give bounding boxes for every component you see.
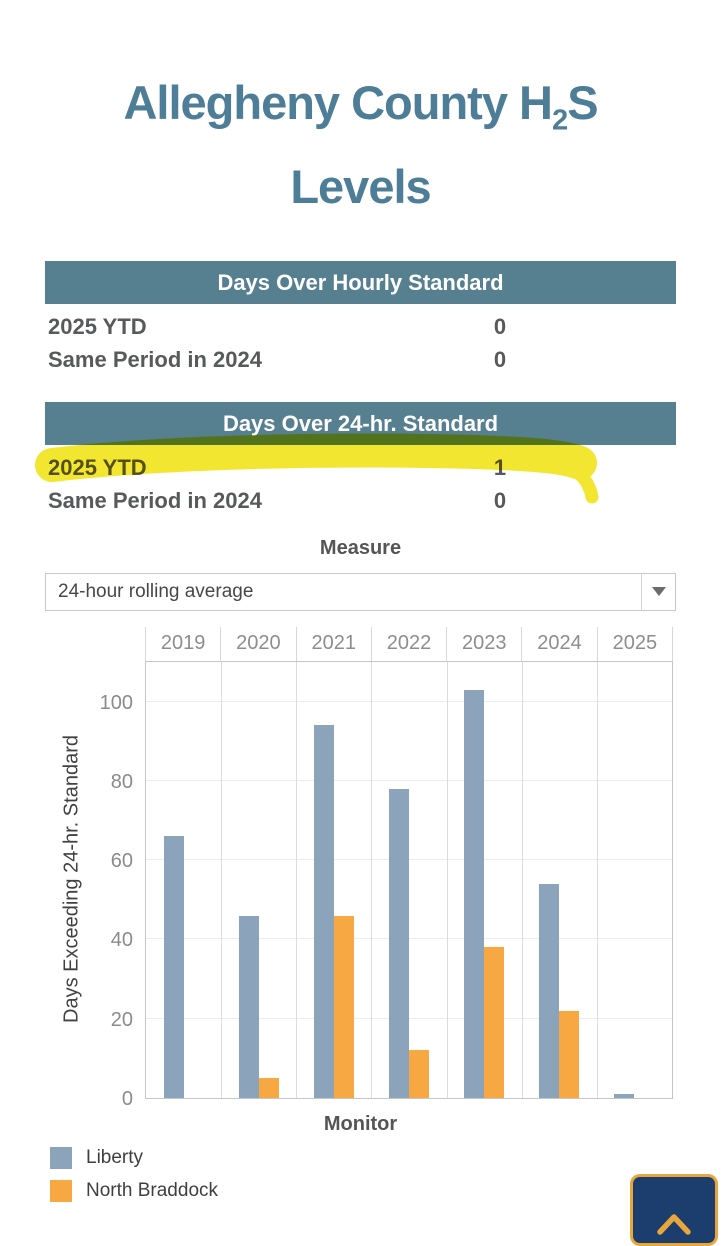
table-row-same-period-2024: Same Period in 2024 0: [45, 344, 676, 377]
legend-swatch: [50, 1146, 72, 1169]
plot-area: [145, 660, 673, 1099]
year-label-2021: 2021: [295, 626, 371, 661]
bar-liberty-2025[interactable]: [614, 1094, 635, 1098]
gridline-100: [146, 700, 672, 702]
bar-liberty-2020[interactable]: [238, 915, 259, 1098]
subscript-2: 2: [551, 104, 568, 137]
y-tick-80: 80: [110, 770, 133, 793]
row-value: 0: [493, 314, 507, 340]
measure-dropdown-value: 24-hour rolling average: [58, 580, 254, 602]
gridline-20: [146, 1017, 672, 1019]
y-tick-60: 60: [110, 850, 133, 873]
measure-dropdown[interactable]: 24-hour rolling average: [45, 572, 676, 611]
table-row-same-period-2024: Same Period in 2024 0: [45, 485, 676, 518]
page-title: Allegheny County H2S Levels: [123, 76, 598, 214]
table-row-2025-ytd: 2025 YTD 1: [45, 452, 676, 485]
row-label: 2025 YTD: [48, 455, 147, 481]
x-axis-year-header: 2019 2020 2021 2022 2023 2024 2025: [145, 626, 673, 661]
chart-legend: Liberty North Braddock: [50, 1146, 721, 1202]
legend-swatch: [50, 1179, 72, 1202]
row-label: Same Period in 2024: [48, 488, 262, 514]
gridline-80: [146, 779, 672, 781]
table-header-hourly: Days Over Hourly Standard: [45, 260, 676, 304]
bar-liberty-2019[interactable]: [163, 836, 184, 1098]
row-value: 0: [493, 347, 507, 373]
row-label: 2025 YTD: [48, 314, 147, 340]
row-label: Same Period in 2024: [48, 347, 262, 373]
bar-north-braddock-2024[interactable]: [559, 1010, 580, 1098]
year-label-2024: 2024: [521, 626, 596, 661]
bar-north-braddock-2021[interactable]: [333, 915, 354, 1098]
y-axis-ticks: 0 20 40 60 80 100: [0, 661, 133, 1110]
bar-liberty-2021[interactable]: [313, 725, 334, 1098]
x-axis-title: Monitor: [323, 1112, 398, 1135]
row-value: 0: [493, 488, 507, 514]
row-value: 1: [493, 455, 507, 481]
legend-label: Liberty: [86, 1146, 144, 1168]
table-header-24hr: Days Over 24-hr. Standard: [45, 401, 676, 445]
bar-liberty-2023[interactable]: [464, 689, 485, 1098]
column-separator: [596, 661, 598, 1098]
bar-liberty-2024[interactable]: [539, 883, 560, 1098]
bar-liberty-2022[interactable]: [389, 788, 409, 1098]
chevron-down-icon: [651, 587, 666, 597]
y-tick-20: 20: [110, 1008, 133, 1031]
legend-label: North Braddock: [86, 1179, 219, 1201]
table-days-over-24hr-standard: Days Over 24-hr. Standard 2025 YTD 1 Sam…: [35, 401, 676, 523]
scroll-to-top-button[interactable]: [630, 1174, 718, 1246]
year-label-2025: 2025: [596, 626, 672, 661]
table-days-over-hourly-standard: Days Over Hourly Standard 2025 YTD 0 Sam…: [45, 260, 676, 382]
bar-chart: Days Exceeding 24-hr. Standard 2019 2020 2…: [0, 626, 721, 1110]
legend-item-liberty[interactable]: Liberty: [50, 1146, 721, 1169]
column-separator: [221, 661, 223, 1098]
bar-north-braddock-2022[interactable]: [409, 1050, 429, 1098]
gridline-40: [146, 938, 672, 940]
y-tick-0: 0: [121, 1087, 133, 1110]
chevron-up-icon: [657, 1214, 691, 1236]
dropdown-arrow-button[interactable]: [641, 573, 675, 610]
y-tick-100: 100: [99, 691, 133, 714]
year-label-2020: 2020: [220, 626, 295, 661]
year-label-2022: 2022: [370, 626, 446, 661]
gridline-60: [146, 859, 672, 861]
measure-label: Measure: [319, 536, 402, 559]
bar-north-braddock-2020[interactable]: [258, 1078, 279, 1098]
column-separator: [521, 661, 523, 1098]
bar-north-braddock-2023[interactable]: [484, 947, 505, 1098]
dashboard: Allegheny County H2S Levels Days Over Hou…: [0, 31, 721, 1246]
column-separator: [296, 661, 298, 1098]
year-label-2019: 2019: [145, 626, 220, 661]
year-label-2023: 2023: [446, 626, 521, 661]
column-separator: [446, 661, 448, 1098]
table-row-2025-ytd: 2025 YTD 0: [45, 311, 676, 344]
y-tick-40: 40: [110, 929, 133, 952]
legend-item-north-braddock[interactable]: North Braddock: [50, 1179, 721, 1202]
column-separator: [371, 661, 373, 1098]
